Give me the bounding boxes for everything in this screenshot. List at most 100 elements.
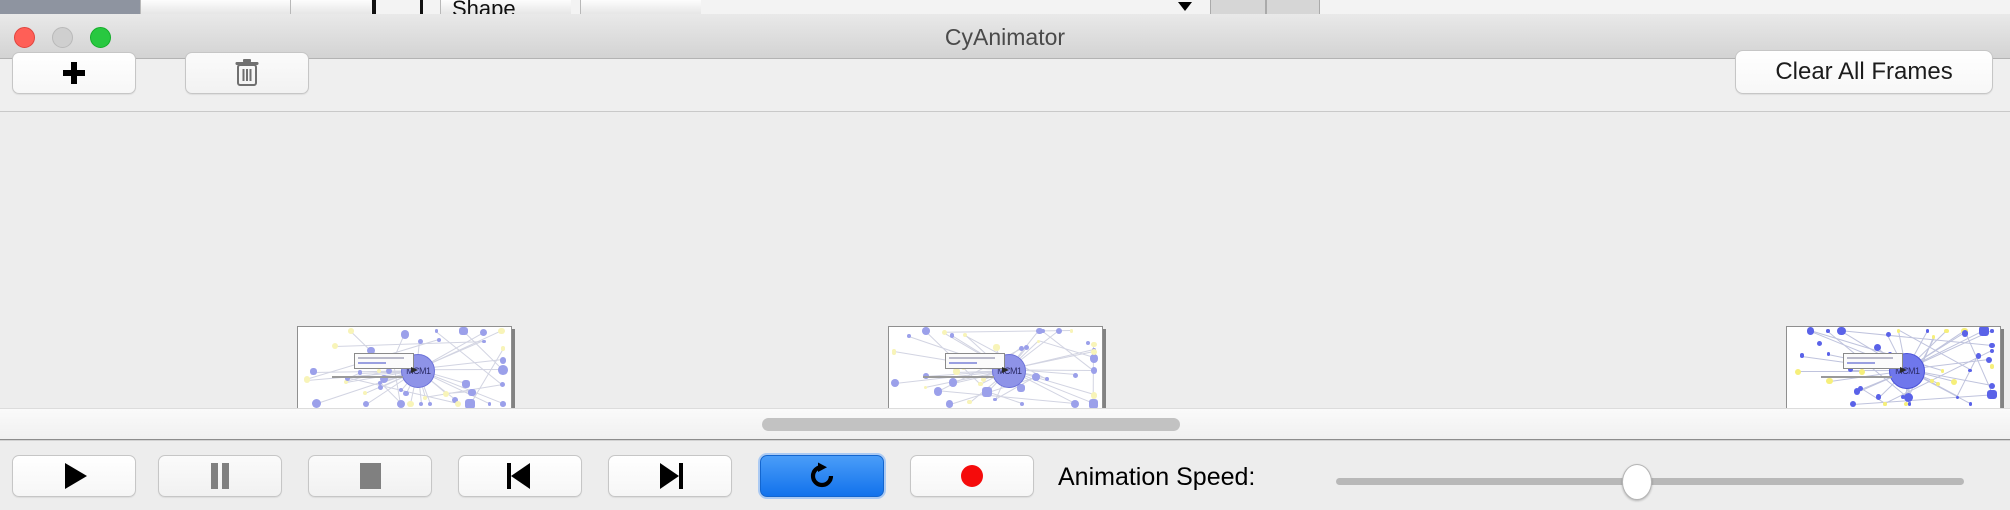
graph-node: [949, 332, 955, 338]
tooltip-text-line: [358, 357, 405, 359]
graph-node: [982, 387, 992, 398]
graph-caption-line: [332, 376, 403, 378]
graph-node: [993, 397, 998, 402]
graph-edge: [1797, 371, 1863, 373]
graph-node: [400, 330, 410, 339]
background-window-segment: [290, 0, 371, 14]
timeline-frame-thumbnail[interactable]: MCM1: [297, 326, 512, 408]
skip-to-end-button[interactable]: [608, 455, 732, 497]
graph-node: [1806, 327, 1815, 335]
graph-node: [1088, 399, 1099, 408]
graph-node: [487, 402, 492, 406]
network-graph-thumbnail: MCM1: [1787, 327, 2000, 408]
graph-node: [1987, 389, 1997, 399]
graph-node: [482, 339, 486, 344]
graph-node: [417, 339, 423, 344]
graph-node: [1091, 349, 1097, 355]
graph-node: [1944, 328, 1950, 334]
graph-annotation-tooltip: [945, 353, 1005, 369]
graph-node: [465, 399, 475, 408]
graph-node: [1875, 394, 1882, 400]
skip-forward-icon: [657, 463, 683, 489]
graph-node: [907, 334, 911, 338]
record-button[interactable]: [910, 455, 1034, 497]
graph-node: [1968, 368, 1972, 373]
graph-node: [952, 368, 960, 375]
graph-node: [1086, 341, 1091, 346]
tooltip-text-line: [949, 357, 996, 359]
graph-node: [362, 400, 370, 408]
graph-node: [362, 390, 367, 395]
background-window-segment: [1210, 0, 1266, 14]
graph-node: [461, 379, 471, 389]
graph-node: [418, 401, 424, 407]
graph-caption-line: [923, 376, 994, 378]
graph-node: [1903, 392, 1913, 403]
graph-node: [923, 385, 927, 389]
graph-node: [1018, 345, 1024, 351]
graph-node: [500, 401, 506, 407]
pause-button[interactable]: [158, 455, 282, 497]
graph-node: [1950, 379, 1957, 386]
background-window-segment: [580, 0, 701, 14]
graph-node: [945, 400, 954, 408]
zoom-button[interactable]: [90, 27, 111, 48]
graph-node: [1090, 367, 1098, 374]
clear-all-frames-label: Clear All Frames: [1775, 58, 1953, 85]
graph-node: [1089, 353, 1099, 363]
graph-node: [967, 399, 972, 405]
graph-node: [311, 398, 322, 408]
graph-node: [377, 384, 384, 390]
add-frame-button[interactable]: [12, 52, 136, 94]
record-icon: [961, 465, 983, 487]
timeline-frame-thumbnail[interactable]: MCM1: [888, 326, 1103, 408]
graph-node: [406, 400, 414, 408]
graph-node: [367, 346, 376, 355]
play-button[interactable]: [12, 455, 136, 497]
graph-node: [1858, 386, 1863, 392]
graph-node: [500, 346, 506, 351]
background-window-shape-label: Shape: [452, 0, 516, 15]
window-title: CyAnimator: [944, 24, 1066, 50]
minimize-button[interactable]: [52, 27, 73, 48]
graph-node: [933, 386, 943, 396]
graph-node: [1989, 348, 1995, 353]
graph-node: [344, 380, 349, 385]
graph-node: [1036, 339, 1041, 344]
animation-speed-slider-thumb[interactable]: [1622, 464, 1652, 500]
graph-hub-node: MCM1: [401, 354, 436, 388]
graph-node: [309, 367, 318, 376]
frames-toolbar: [0, 59, 2010, 112]
graph-node: [303, 376, 311, 383]
timeline-scrollbar-thumb[interactable]: [762, 418, 1180, 431]
graph-node: [1961, 329, 1969, 337]
graph-node: [1874, 344, 1882, 352]
delete-frame-button[interactable]: [185, 52, 309, 94]
graph-node: [1929, 378, 1934, 383]
loop-button[interactable]: [760, 455, 884, 497]
graph-node: [1036, 327, 1043, 335]
clear-all-frames-button[interactable]: Clear All Frames: [1735, 50, 1993, 94]
graph-node: [1908, 402, 1912, 406]
tooltip-text-line: [1847, 362, 1875, 364]
timeline-scrollbar-track[interactable]: [0, 408, 2010, 441]
close-button[interactable]: [14, 27, 35, 48]
graph-node: [1032, 372, 1040, 381]
graph-node: [357, 370, 363, 375]
skip-to-start-button[interactable]: [458, 455, 582, 497]
graph-node: [1990, 329, 1994, 333]
graph-node: [1859, 369, 1866, 376]
graph-node: [1816, 340, 1823, 346]
graph-node: [1044, 376, 1050, 382]
background-window-tick: [420, 0, 423, 14]
graph-node: [1016, 383, 1025, 392]
graph-node: [452, 396, 459, 403]
graph-annotation-arrow-icon: [1002, 367, 1009, 373]
graph-node: [377, 380, 382, 385]
graph-node: [1794, 369, 1801, 376]
graph-node: [403, 390, 409, 396]
timeline-frame-thumbnail[interactable]: MCM1: [1786, 326, 2001, 408]
stop-button[interactable]: [308, 455, 432, 497]
